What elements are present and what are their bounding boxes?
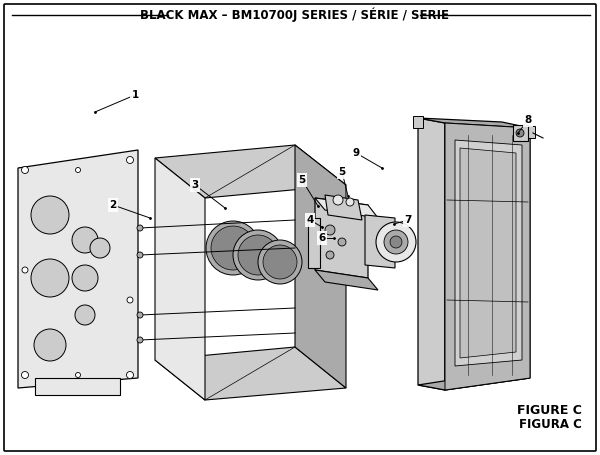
- Polygon shape: [325, 195, 362, 220]
- Polygon shape: [413, 116, 423, 128]
- Polygon shape: [295, 145, 346, 388]
- Polygon shape: [460, 148, 516, 358]
- Circle shape: [72, 227, 98, 253]
- Text: BLACK MAX – BM10700J SERIES / SÉRIE / SERIE: BLACK MAX – BM10700J SERIES / SÉRIE / SE…: [140, 8, 449, 22]
- Polygon shape: [365, 215, 395, 268]
- Circle shape: [127, 371, 133, 379]
- Text: 4: 4: [307, 215, 314, 225]
- Text: 3: 3: [191, 180, 199, 190]
- Text: 1: 1: [131, 90, 139, 100]
- Text: 2: 2: [109, 200, 116, 210]
- Circle shape: [137, 225, 143, 231]
- Polygon shape: [418, 118, 530, 128]
- Text: 8: 8: [524, 115, 532, 125]
- Text: 6: 6: [319, 233, 326, 243]
- Circle shape: [34, 329, 66, 361]
- Circle shape: [137, 252, 143, 258]
- Circle shape: [384, 230, 408, 254]
- Circle shape: [31, 196, 69, 234]
- Circle shape: [76, 167, 80, 172]
- Circle shape: [137, 312, 143, 318]
- Polygon shape: [315, 270, 378, 290]
- Circle shape: [72, 265, 98, 291]
- Circle shape: [326, 251, 334, 259]
- Text: FIGURE C: FIGURE C: [517, 404, 582, 416]
- Circle shape: [22, 371, 29, 379]
- Polygon shape: [418, 372, 530, 390]
- FancyBboxPatch shape: [4, 4, 596, 451]
- Text: 9: 9: [352, 148, 359, 158]
- Polygon shape: [455, 140, 522, 366]
- Circle shape: [338, 238, 346, 246]
- Text: FIGURA C: FIGURA C: [519, 419, 582, 431]
- Circle shape: [211, 226, 255, 270]
- Circle shape: [137, 337, 143, 343]
- Circle shape: [238, 235, 278, 275]
- Polygon shape: [445, 123, 530, 390]
- Polygon shape: [35, 378, 120, 395]
- Circle shape: [258, 240, 302, 284]
- Circle shape: [90, 238, 110, 258]
- Circle shape: [390, 236, 402, 248]
- Polygon shape: [155, 145, 346, 198]
- Text: 5: 5: [338, 167, 346, 177]
- Circle shape: [22, 267, 28, 273]
- Circle shape: [346, 198, 354, 206]
- Circle shape: [75, 305, 95, 325]
- Text: 7: 7: [404, 215, 412, 225]
- Circle shape: [376, 222, 416, 262]
- Circle shape: [76, 373, 80, 378]
- Circle shape: [325, 225, 335, 235]
- Polygon shape: [315, 198, 378, 218]
- Polygon shape: [308, 218, 320, 268]
- Polygon shape: [445, 123, 530, 390]
- Polygon shape: [155, 158, 205, 400]
- Polygon shape: [513, 125, 528, 141]
- Circle shape: [31, 259, 69, 297]
- Circle shape: [516, 129, 524, 137]
- Polygon shape: [155, 347, 346, 400]
- Text: 5: 5: [298, 175, 305, 185]
- Circle shape: [263, 245, 297, 279]
- Circle shape: [127, 297, 133, 303]
- Polygon shape: [18, 150, 138, 388]
- Polygon shape: [315, 198, 368, 278]
- Circle shape: [206, 221, 260, 275]
- Circle shape: [22, 167, 29, 173]
- Circle shape: [333, 195, 343, 205]
- Circle shape: [233, 230, 283, 280]
- Polygon shape: [418, 118, 445, 390]
- Circle shape: [127, 157, 133, 163]
- Polygon shape: [525, 126, 535, 138]
